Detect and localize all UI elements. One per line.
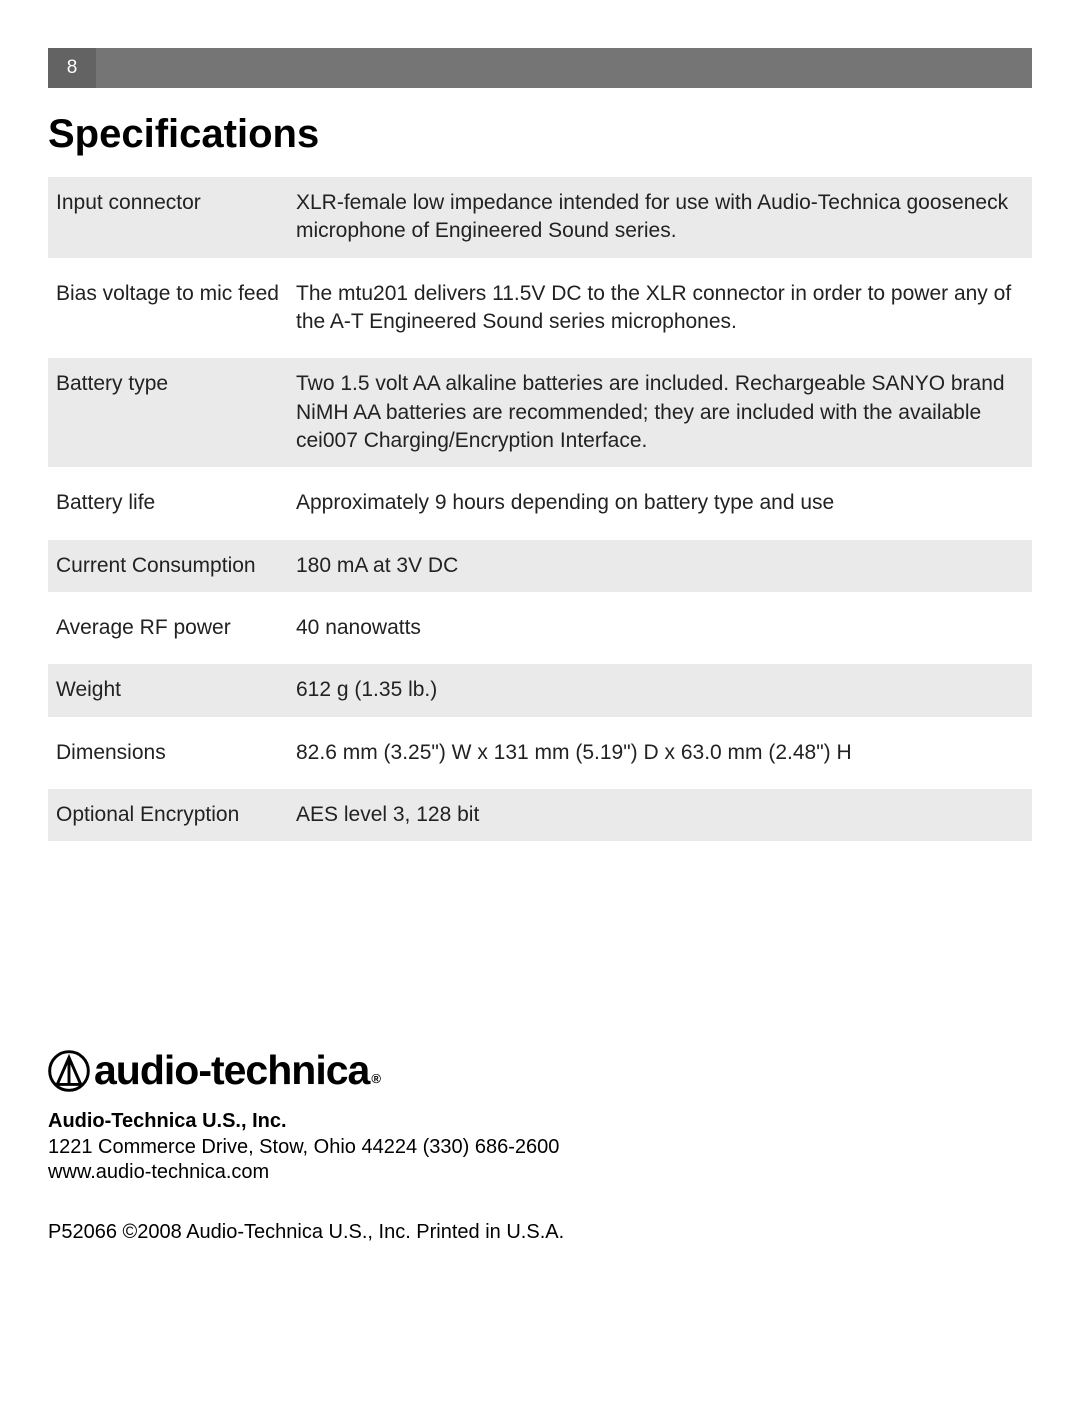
spec-table: Input connectorXLR-female low impedance … — [48, 177, 1032, 841]
spec-label: Weight — [56, 676, 296, 704]
spec-label: Average RF power — [56, 614, 296, 642]
spec-row: Bias voltage to mic feedThe mtu201 deliv… — [48, 268, 1032, 349]
spec-label: Optional Encryption — [56, 801, 296, 829]
spec-label: Battery type — [56, 370, 296, 455]
brand-logo: audio-technica® — [48, 1047, 1032, 1094]
spec-row: Average RF power40 nanowatts — [48, 602, 1032, 654]
header-bar: 8 — [48, 48, 1032, 88]
spec-label: Current Consumption — [56, 552, 296, 580]
page-title: Specifications — [48, 112, 1032, 157]
spec-value: Two 1.5 volt AA alkaline batteries are i… — [296, 370, 1024, 455]
spec-row: Weight612 g (1.35 lb.) — [48, 664, 1032, 716]
company-address: 1221 Commerce Drive, Stow, Ohio 44224 (3… — [48, 1135, 1032, 1160]
spec-value: The mtu201 delivers 11.5V DC to the XLR … — [296, 280, 1024, 337]
spec-value: 40 nanowatts — [296, 614, 1024, 642]
spec-row: Input connectorXLR-female low impedance … — [48, 177, 1032, 258]
spec-label: Battery life — [56, 489, 296, 517]
spec-value: 180 mA at 3V DC — [296, 552, 1024, 580]
spec-label: Input connector — [56, 189, 296, 246]
page-number: 8 — [48, 48, 96, 88]
company-name: Audio-Technica U.S., Inc. — [48, 1110, 1032, 1133]
company-website: www.audio-technica.com — [48, 1160, 1032, 1185]
spec-row: Current Consumption180 mA at 3V DC — [48, 540, 1032, 592]
spec-value: Approximately 9 hours depending on batte… — [296, 489, 1024, 517]
spec-value: 82.6 mm (3.25") W x 131 mm (5.19") D x 6… — [296, 739, 1024, 767]
spec-value: 612 g (1.35 lb.) — [296, 676, 1024, 704]
footer: audio-technica® Audio-Technica U.S., Inc… — [48, 1047, 1032, 1244]
spec-row: Dimensions82.6 mm (3.25") W x 131 mm (5.… — [48, 727, 1032, 779]
spec-label: Bias voltage to mic feed — [56, 280, 296, 337]
logo-wordmark: audio-technica® — [94, 1047, 380, 1094]
print-line: P52066 ©2008 Audio-Technica U.S., Inc. P… — [48, 1221, 1032, 1244]
spec-row: Battery lifeApproximately 9 hours depend… — [48, 477, 1032, 529]
spec-value: AES level 3, 128 bit — [296, 801, 1024, 829]
logo-mark-icon — [48, 1050, 90, 1092]
spec-row: Battery typeTwo 1.5 volt AA alkaline bat… — [48, 358, 1032, 467]
spec-value: XLR-female low impedance intended for us… — [296, 189, 1024, 246]
spec-label: Dimensions — [56, 739, 296, 767]
spec-row: Optional EncryptionAES level 3, 128 bit — [48, 789, 1032, 841]
